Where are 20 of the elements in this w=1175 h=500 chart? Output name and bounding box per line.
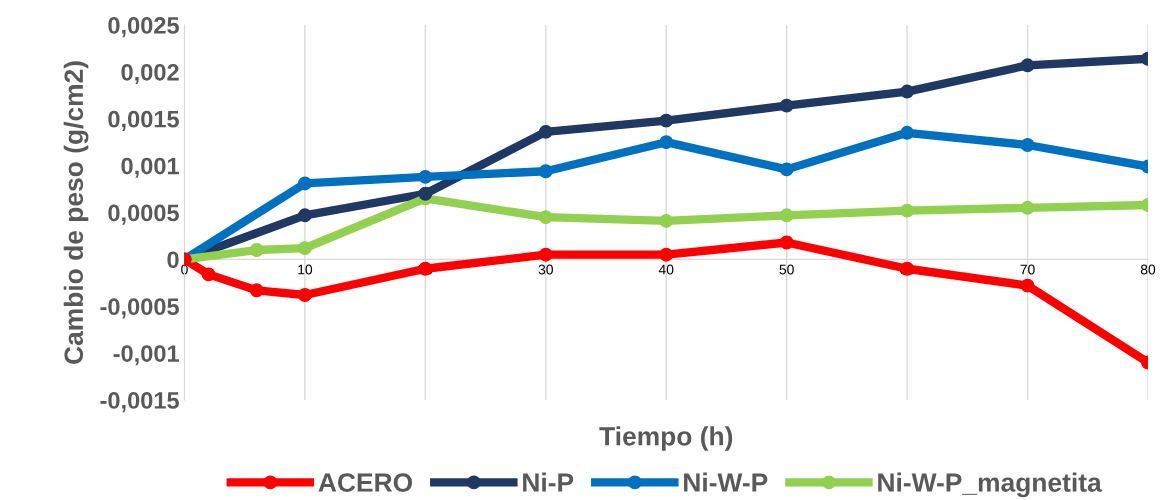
y-tick-label: 0,0005	[108, 204, 179, 225]
y-tick-label: -0,001	[113, 345, 179, 366]
legend-label: ACERO	[318, 473, 413, 492]
legend-label: Ni-W-P	[684, 472, 768, 492]
y-axis-title: Cambio de peso (g/cm2)	[63, 61, 89, 364]
y-tick-label: 0,0015	[108, 110, 179, 131]
x-tick-label: 50	[779, 264, 794, 275]
x-tick-label: 40	[658, 264, 674, 275]
legend-label: Ni-W-P_magnetita	[878, 472, 1102, 498]
x-tick-label: 70	[1020, 264, 1035, 275]
x-tick-label: 10	[298, 264, 313, 275]
y-tick-label: 0,002	[121, 63, 179, 85]
y-tick-label: 0,0025	[108, 17, 179, 38]
legend-label: Ni-P	[523, 472, 574, 492]
y-tick-label: 0,001	[121, 157, 179, 178]
x-tick-label: 80	[1140, 264, 1156, 275]
x-tick-label: 30	[538, 264, 553, 275]
x-axis-title: Tiempo (h)	[599, 426, 733, 451]
y-tick-label: -0,0005	[100, 298, 179, 319]
y-tick-label: -0,0015	[100, 392, 179, 413]
